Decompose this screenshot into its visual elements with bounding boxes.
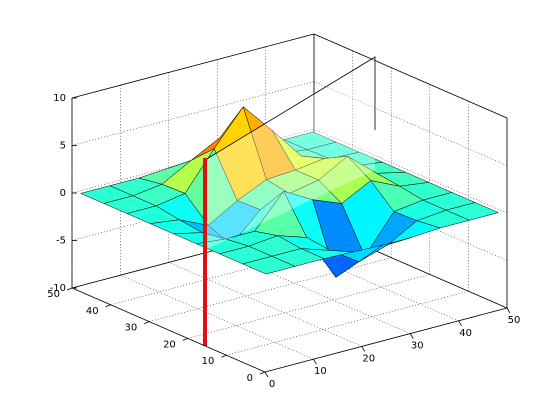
tick-mark <box>361 346 366 352</box>
z-tick-label: 5 <box>60 141 66 152</box>
tick-mark <box>144 321 150 324</box>
y-tick-label: 30 <box>124 323 137 334</box>
x-tick-label: 10 <box>314 366 327 377</box>
surface-patch <box>242 256 296 275</box>
box-edge <box>71 33 315 99</box>
z-tick-label: -5 <box>56 236 66 247</box>
z-tick-label: 10 <box>53 93 66 104</box>
translucent-plane <box>205 57 375 250</box>
grid-line <box>313 223 508 309</box>
x-tick-label: 30 <box>411 341 424 352</box>
x-tick-label: 40 <box>459 328 472 339</box>
grid-line <box>217 249 411 334</box>
y-tick-label: 10 <box>202 356 215 367</box>
y-tick-label: 0 <box>247 373 253 384</box>
z-tick-label: -10 <box>50 283 66 294</box>
tick-mark <box>313 358 317 365</box>
x-tick-label: 0 <box>269 379 275 390</box>
tick-mark <box>458 320 462 327</box>
grid-line <box>313 128 508 214</box>
grid-line <box>226 290 469 356</box>
tick-mark <box>105 304 111 308</box>
y-tick-label: 40 <box>86 306 99 317</box>
tick-mark <box>264 371 269 378</box>
grid-line <box>168 262 362 347</box>
box-edge <box>71 287 266 373</box>
x-tick-label: 50 <box>508 315 521 326</box>
y-tick-label: 20 <box>163 339 176 350</box>
tick-mark <box>259 371 266 375</box>
grid-line <box>313 33 508 119</box>
tick-mark <box>506 307 511 314</box>
y-tick-label: 50 <box>47 289 60 300</box>
z-tick-label: 0 <box>60 188 66 199</box>
x-tick-label: 20 <box>362 353 375 364</box>
tick-mark <box>221 354 227 358</box>
tick-mark <box>66 287 73 291</box>
grid-line <box>313 81 508 166</box>
grid-line <box>265 236 459 322</box>
surface <box>79 106 500 278</box>
tick-mark <box>182 338 188 341</box>
grid-line <box>187 274 430 339</box>
tick-mark <box>409 333 414 339</box>
grid-line <box>120 274 314 360</box>
plane-outline <box>204 56 376 161</box>
box-edge <box>264 307 508 373</box>
